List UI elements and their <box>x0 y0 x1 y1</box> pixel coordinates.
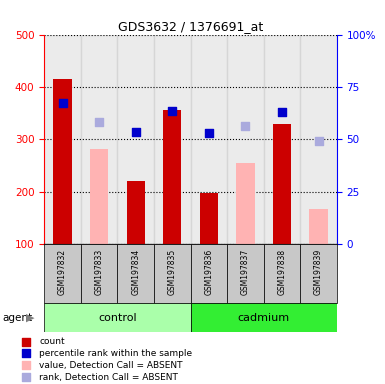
Text: GSM197837: GSM197837 <box>241 248 250 295</box>
Text: GSM197833: GSM197833 <box>95 248 104 295</box>
Text: GSM197834: GSM197834 <box>131 248 140 295</box>
Bar <box>227 35 264 244</box>
Bar <box>154 244 191 303</box>
Bar <box>191 244 227 303</box>
Bar <box>44 35 81 244</box>
Bar <box>163 111 181 244</box>
Text: control: control <box>98 313 137 323</box>
Bar <box>227 244 264 303</box>
Point <box>169 108 176 114</box>
Text: GSM197832: GSM197832 <box>58 248 67 295</box>
Point <box>279 109 285 115</box>
Text: GSM197838: GSM197838 <box>278 248 286 295</box>
Bar <box>300 35 337 244</box>
Point <box>23 350 29 356</box>
Bar <box>300 244 337 303</box>
Bar <box>273 124 291 244</box>
Text: value, Detection Call = ABSENT: value, Detection Call = ABSENT <box>39 361 183 369</box>
Bar <box>191 35 227 244</box>
Text: ▶: ▶ <box>26 313 35 323</box>
Bar <box>81 244 117 303</box>
Point <box>23 362 29 368</box>
Text: GSM197835: GSM197835 <box>168 248 177 295</box>
Point <box>132 129 139 136</box>
Text: count: count <box>39 337 65 346</box>
Text: GSM197839: GSM197839 <box>314 248 323 295</box>
Text: percentile rank within the sample: percentile rank within the sample <box>39 349 192 358</box>
Bar <box>127 181 145 244</box>
Point <box>243 123 249 129</box>
Bar <box>200 193 218 244</box>
Bar <box>236 163 254 244</box>
Bar <box>90 149 108 244</box>
Point <box>59 99 65 106</box>
Text: GSM197836: GSM197836 <box>204 248 213 295</box>
Point <box>23 374 29 380</box>
Point <box>96 119 102 125</box>
Bar <box>264 244 300 303</box>
Bar <box>154 35 191 244</box>
Point <box>316 138 322 144</box>
Bar <box>54 79 72 244</box>
Bar <box>117 35 154 244</box>
Text: rank, Detection Call = ABSENT: rank, Detection Call = ABSENT <box>39 372 178 382</box>
Bar <box>117 244 154 303</box>
Text: cadmium: cadmium <box>238 313 290 323</box>
Bar <box>44 303 191 332</box>
Bar <box>310 209 328 244</box>
Bar <box>44 244 81 303</box>
Point <box>23 339 29 345</box>
Point <box>206 130 212 136</box>
Bar <box>81 35 117 244</box>
Title: GDS3632 / 1376691_at: GDS3632 / 1376691_at <box>118 20 263 33</box>
Bar <box>264 35 300 244</box>
Bar <box>191 303 337 332</box>
Text: agent: agent <box>2 313 32 323</box>
